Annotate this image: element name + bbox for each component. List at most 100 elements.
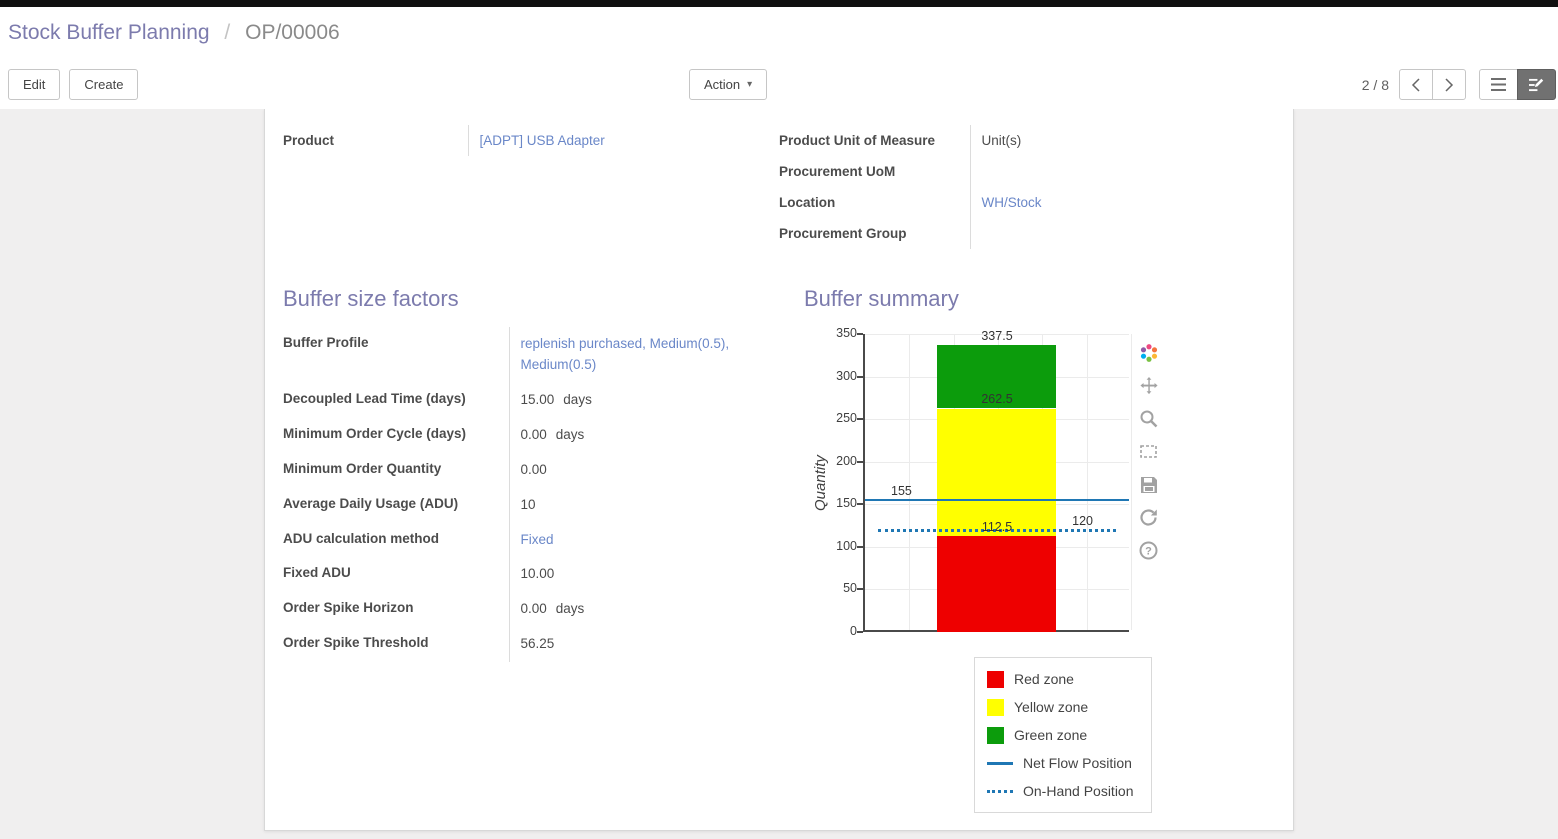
chevron-left-icon (1411, 77, 1420, 92)
zoom-button[interactable] (1138, 408, 1159, 429)
legend-label: Yellow zone (1014, 699, 1089, 715)
action-dropdown-button[interactable]: Action ▾ (689, 69, 768, 100)
plotly-logo-icon (1140, 343, 1157, 362)
adu-method-link[interactable]: Fixed (520, 531, 554, 547)
field-row-moc: Minimum Order Cycle (days) 0.00 days (283, 417, 771, 453)
reset-axes-button[interactable] (1138, 507, 1159, 528)
breadcrumb-parent-link[interactable]: Stock Buffer Planning (8, 21, 210, 44)
green-zone-bar (937, 344, 1057, 409)
procurement-uom-value (970, 156, 1170, 187)
adu-value: 10 (520, 496, 536, 512)
y-tick-label: 0 (850, 624, 857, 638)
chart-annotation: 120 (1072, 514, 1093, 529)
red-zone-bar (937, 536, 1057, 632)
chevron-right-icon (1445, 77, 1454, 92)
field-row-adu-method: ADU calculation method Fixed (283, 522, 771, 558)
form-view-button[interactable] (1517, 69, 1556, 100)
location-label: Location (779, 187, 971, 218)
record-buttons: Edit Create (8, 69, 139, 100)
y-tick-label: 300 (836, 368, 857, 383)
field-row-buffer-profile: Buffer Profile replenish purchased, Medi… (283, 327, 771, 383)
buffer-chart: Quantity 0 50 100 150 200 250 300 350 337.5 262.5… (804, 326, 1275, 813)
box-select-icon (1140, 445, 1157, 458)
box-select-button[interactable] (1138, 441, 1159, 462)
moq-value: 0.00 (520, 461, 547, 477)
net-flow-swatch (987, 761, 1013, 765)
moc-suffix: days (555, 426, 585, 442)
procurement-uom-label: Procurement UoM (779, 156, 971, 187)
fixed-adu-label: Fixed ADU (283, 557, 510, 593)
field-row-procurement-uom: Procurement UoM (779, 156, 1170, 187)
save-icon (1140, 476, 1157, 493)
y-tick-label: 200 (836, 453, 857, 468)
pager-count: 2 / 8 (1361, 76, 1389, 93)
prev-page-button[interactable] (1399, 69, 1433, 100)
net-flow-position-line (865, 499, 1129, 502)
yellow-zone-bar (937, 408, 1057, 537)
action-label: Action (704, 77, 741, 92)
buffer-profile-link[interactable]: replenish purchased, Medium(0.5), Medium… (520, 336, 730, 372)
form-view-icon (1529, 78, 1544, 91)
save-button[interactable] (1138, 474, 1159, 495)
legend-item-red-zone[interactable]: Red zone (987, 669, 1139, 689)
legend-item-on-hand[interactable]: On-Hand Position (987, 781, 1139, 801)
spike-horizon-value: 0.00 (520, 601, 547, 617)
zoom-icon (1140, 410, 1158, 428)
control-panel: Edit Create Action ▾ 2 / 8 (0, 61, 1558, 109)
chart-legend: Red zone Yellow zone Green zone Net (974, 657, 1152, 813)
legend-item-green-zone[interactable]: Green zone (987, 725, 1139, 745)
green-zone-swatch (987, 726, 1004, 744)
legend-item-net-flow[interactable]: Net Flow Position (987, 753, 1139, 773)
top-field-groups: Product [ADPT] USB Adapter Product Unit … (283, 125, 1275, 249)
help-button[interactable]: ? (1138, 540, 1159, 561)
help-icon: ? (1139, 541, 1158, 560)
plotly-logo-button[interactable] (1138, 342, 1159, 363)
left-field-group: Product [ADPT] USB Adapter (283, 125, 605, 156)
field-row-fixed-adu: Fixed ADU 10.00 (283, 557, 771, 593)
field-row-uom: Product Unit of Measure Unit(s) (779, 125, 1170, 156)
y-tick-mark (857, 631, 863, 633)
buffer-profile-label: Buffer Profile (283, 327, 510, 383)
next-page-button[interactable] (1432, 69, 1466, 100)
pan-icon (1139, 376, 1158, 394)
spike-horizon-label: Order Spike Horizon (283, 592, 510, 628)
legend-item-yellow-zone[interactable]: Yellow zone (987, 697, 1139, 717)
dlt-suffix: days (563, 391, 592, 407)
plot-area[interactable]: 0 50 100 150 200 250 300 350 337.5 262.5 155 112.5 1… (836, 326, 1132, 638)
y-tick-mark (857, 375, 863, 378)
legend-label: Red zone (1014, 671, 1074, 687)
pager-buttons (1399, 69, 1466, 100)
spike-threshold-label: Order Spike Threshold (283, 627, 510, 663)
vertical-gridline (1086, 334, 1088, 630)
vertical-gridline (909, 334, 911, 630)
yellow-zone-swatch (987, 698, 1004, 716)
create-button[interactable]: Create (69, 69, 139, 100)
top-menubar (0, 0, 1558, 7)
vertical-gridline (1131, 334, 1132, 630)
on-hand-position-line (878, 528, 1116, 532)
svg-text:?: ? (1145, 546, 1152, 558)
y-tick-label: 50 (843, 581, 857, 596)
list-view-icon (1491, 78, 1506, 91)
content-area: Product [ADPT] USB Adapter Product Unit … (0, 109, 1558, 839)
y-tick-mark (857, 503, 863, 506)
location-link[interactable]: WH/Stock (981, 195, 1042, 210)
legend-label: Net Flow Position (1023, 755, 1132, 771)
product-link[interactable]: [ADPT] USB Adapter (479, 133, 605, 148)
field-row-spike-threshold: Order Spike Threshold 56.25 (283, 627, 771, 663)
red-zone-swatch (987, 670, 1004, 688)
buffer-sections: Buffer size factors Buffer Profile reple… (283, 285, 1275, 813)
adu-method-label: ADU calculation method (283, 522, 510, 558)
y-tick-label: 250 (836, 411, 857, 426)
legend-label: On-Hand Position (1023, 783, 1134, 799)
y-tick-mark (857, 545, 863, 548)
view-switcher (1479, 69, 1556, 100)
caret-down-icon: ▾ (747, 78, 753, 90)
edit-button[interactable]: Edit (8, 69, 61, 100)
pan-button[interactable] (1138, 375, 1159, 396)
list-view-button[interactable] (1479, 69, 1518, 100)
y-tick-mark (857, 333, 863, 335)
breadcrumb-current: OP/00006 (245, 21, 340, 44)
buffer-size-factors-title: Buffer size factors (283, 286, 459, 311)
form-sheet: Product [ADPT] USB Adapter Product Unit … (264, 109, 1294, 831)
